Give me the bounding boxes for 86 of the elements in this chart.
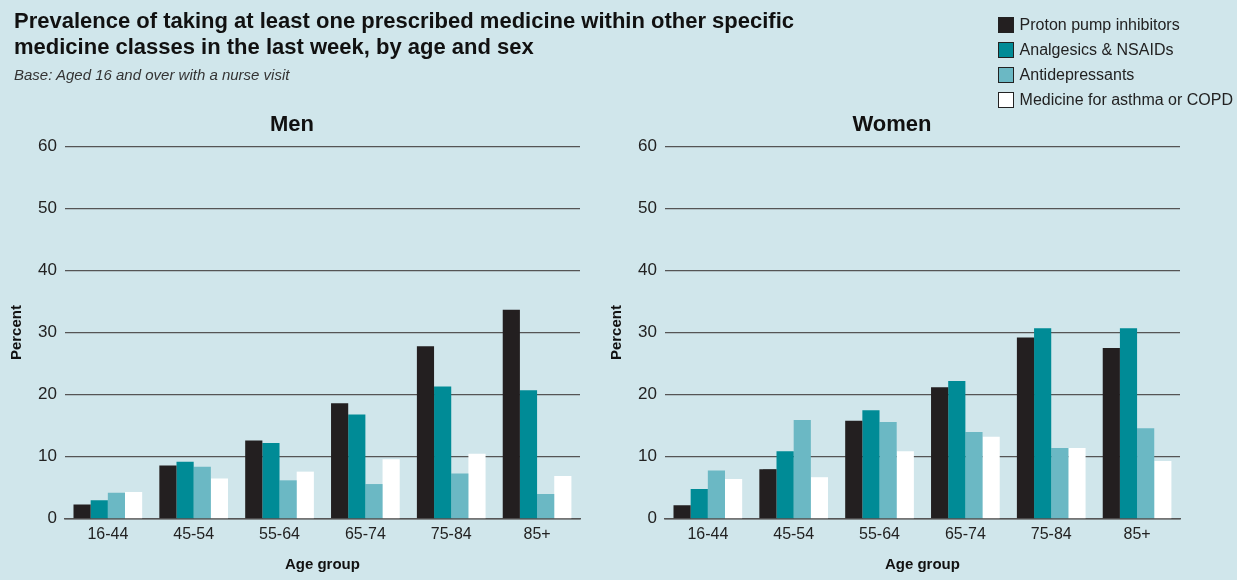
bar <box>554 475 572 519</box>
bar <box>416 346 435 519</box>
x-tick-label: 16-44 <box>87 524 129 542</box>
y-tick-label: 40 <box>37 260 57 280</box>
x-tick-label: 65-74 <box>944 524 986 542</box>
x-tick-label: 85+ <box>1123 524 1151 542</box>
bar <box>1154 461 1172 519</box>
bar <box>502 309 520 519</box>
bar <box>707 470 725 519</box>
bar <box>1119 328 1138 519</box>
x-tick-label: 16-44 <box>687 524 729 542</box>
bar <box>879 421 897 519</box>
bar <box>125 492 143 519</box>
bar <box>245 440 263 519</box>
chart-title: Women <box>852 111 932 137</box>
y-tick-label: 30 <box>37 322 57 342</box>
text: Base: Aged 16 and over with a nurse visit <box>14 66 291 83</box>
chart-title: Men <box>270 111 314 137</box>
legend-label: Analgesics & NSAIDs <box>1019 40 1174 59</box>
bar <box>107 492 125 519</box>
x-tick-label: 75-84 <box>430 524 472 542</box>
x-tick-label: 55-64 <box>259 524 301 542</box>
text: Prevalence of taking at least one prescribed medicine within other specific medicine classes in the last week, by age and sex <box>14 8 796 60</box>
bar <box>810 477 829 519</box>
y-tick-label: 50 <box>37 198 57 218</box>
legend-label: Antidepressants <box>1019 65 1135 84</box>
bar <box>776 451 794 519</box>
bar <box>193 466 211 519</box>
y-tick-label: 20 <box>37 384 57 404</box>
bar <box>348 414 366 519</box>
bar <box>1051 448 1069 519</box>
x-tick-label: 45-54 <box>173 524 215 542</box>
bar <box>279 480 297 519</box>
bar <box>365 484 383 519</box>
bar <box>982 436 1000 519</box>
bar <box>519 390 538 519</box>
bar <box>468 453 486 519</box>
x-tick-label: 85+ <box>523 524 551 542</box>
x-tick-label: 45-54 <box>773 524 815 542</box>
bar <box>948 381 966 519</box>
bar <box>1016 337 1035 519</box>
x-tick-label: 65-74 <box>344 524 386 542</box>
bar <box>90 500 108 519</box>
y-tick-label: 40 <box>637 260 657 280</box>
bar <box>382 459 400 519</box>
bar <box>793 420 811 519</box>
y-tick-label: 10 <box>37 446 57 466</box>
bar <box>725 479 743 519</box>
bar <box>296 471 314 519</box>
legend-label: Medicine for asthma or COPD <box>1019 90 1233 109</box>
bar <box>1068 448 1086 519</box>
y-axis-title: Percent <box>7 305 25 361</box>
bar <box>690 489 708 519</box>
bar <box>451 473 469 519</box>
y-tick-label: 0 <box>47 508 57 528</box>
bar <box>965 431 983 519</box>
bar <box>845 420 863 519</box>
y-tick-label: 60 <box>637 136 657 156</box>
bar <box>759 469 777 519</box>
bar <box>1137 428 1155 519</box>
y-tick-label: 50 <box>637 198 657 218</box>
bar <box>73 504 91 519</box>
bar <box>862 410 880 519</box>
bar <box>537 493 555 519</box>
bar <box>1034 328 1052 519</box>
y-tick-label: 20 <box>637 384 657 404</box>
bar <box>331 403 349 519</box>
bar <box>434 386 452 519</box>
legend-label: Proton pump inhibitors <box>1019 15 1180 34</box>
y-tick-label: 10 <box>637 446 657 466</box>
bar <box>673 505 691 519</box>
y-axis-title: Percent <box>607 305 625 361</box>
bar <box>159 465 177 519</box>
y-tick-label: 0 <box>647 508 657 528</box>
y-tick-label: 30 <box>637 322 657 342</box>
y-tick-label: 60 <box>37 136 57 156</box>
bar <box>1102 348 1120 519</box>
bar <box>210 478 229 519</box>
x-tick-label: 55-64 <box>859 524 901 542</box>
x-tick-label: 75-84 <box>1030 524 1072 542</box>
bar <box>896 451 914 519</box>
x-axis-title: Age group <box>284 555 360 573</box>
x-axis-title: Age group <box>884 555 960 573</box>
bar <box>931 387 949 519</box>
bar <box>262 443 280 519</box>
bar <box>176 461 194 519</box>
